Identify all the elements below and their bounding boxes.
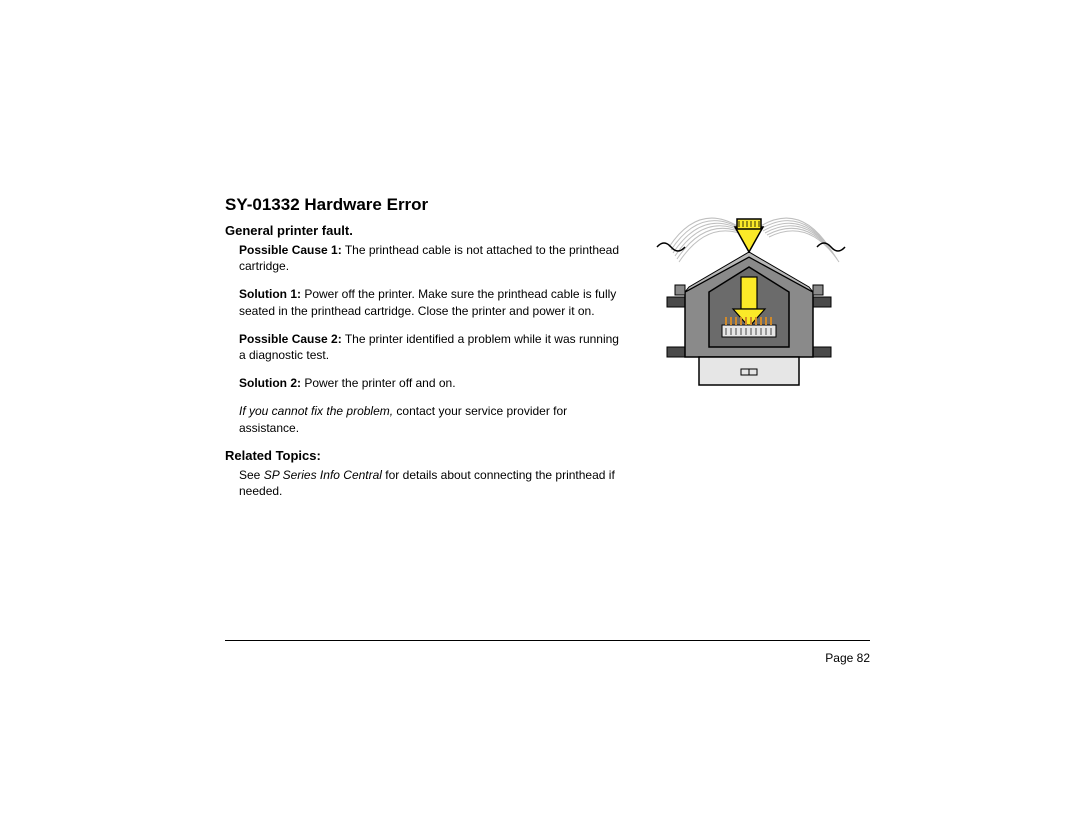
related-heading: Related Topics: — [225, 448, 625, 463]
related-text: See SP Series Info Central for details a… — [239, 467, 625, 499]
solution-2: Solution 2: Power the printer off and on… — [239, 375, 625, 391]
illustration-column — [649, 195, 849, 509]
solution-2-text: Power the printer off and on. — [301, 376, 456, 390]
note: If you cannot fix the problem, contact y… — [239, 403, 625, 435]
solution-2-label: Solution 2: — [239, 376, 301, 390]
solution-1-label: Solution 1: — [239, 287, 301, 301]
printhead-illustration — [649, 197, 849, 392]
cause-1: Possible Cause 1: The printhead cable is… — [239, 242, 625, 274]
related-italic: SP Series Info Central — [264, 468, 382, 482]
solution-1: Solution 1: Power off the printer. Make … — [239, 286, 625, 318]
content-row: SY-01332 Hardware Error General printer … — [225, 195, 870, 509]
document-page: SY-01332 Hardware Error General printer … — [0, 0, 1080, 834]
page-title: SY-01332 Hardware Error — [225, 195, 625, 215]
section-heading: General printer fault. — [225, 223, 625, 238]
note-italic: If you cannot fix the problem, — [239, 404, 393, 418]
cause-2-label: Possible Cause 2: — [239, 332, 342, 346]
page-footer: Page 82 — [225, 640, 870, 665]
related-pre: See — [239, 468, 264, 482]
text-column: SY-01332 Hardware Error General printer … — [225, 195, 625, 509]
cause-1-label: Possible Cause 1: — [239, 243, 342, 257]
cause-2: Possible Cause 2: The printer identified… — [239, 331, 625, 363]
page-number: Page 82 — [825, 651, 870, 665]
